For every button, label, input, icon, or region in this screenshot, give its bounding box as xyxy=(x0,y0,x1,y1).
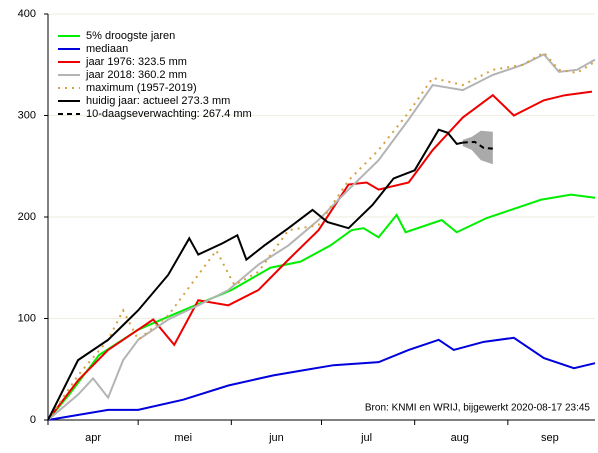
legend-label: jaar 1976: 323.5 mm xyxy=(85,56,187,68)
x-tick-label: sep xyxy=(541,432,559,444)
x-tick-label: apr xyxy=(85,432,101,444)
source-note: Bron: KNMI en WRIJ, bijgewerkt 2020-08-1… xyxy=(365,403,591,414)
series-line xyxy=(47,51,596,421)
series-line xyxy=(47,90,593,421)
series-line xyxy=(462,140,493,150)
x-tick-label: mei xyxy=(174,432,192,444)
legend-label: 10-daagseverwachting: 267.4 mm xyxy=(86,108,252,120)
x-tick-label: jul xyxy=(360,432,372,444)
legend-label: mediaan xyxy=(86,43,128,55)
series-line xyxy=(47,128,463,421)
legend-label: huidig jaar: actueel 273.3 mm xyxy=(86,95,230,107)
y-tick-label: 200 xyxy=(18,211,36,223)
series-line xyxy=(47,53,596,421)
x-tick-label: jun xyxy=(268,432,284,444)
y-tick-label: 400 xyxy=(18,8,36,20)
y-tick-label: 300 xyxy=(18,109,36,121)
y-tick-label: 100 xyxy=(18,312,36,324)
series-line xyxy=(47,193,596,421)
forecast-band xyxy=(462,130,493,165)
legend-label: maximum (1957-2019) xyxy=(86,82,197,94)
legend-label: jaar 2018: 360.2 mm xyxy=(85,69,187,81)
legend-label: 5% droogste jaren xyxy=(86,30,175,42)
x-tick-label: aug xyxy=(451,432,469,444)
series-line xyxy=(47,336,596,421)
y-tick-label: 0 xyxy=(30,414,36,426)
